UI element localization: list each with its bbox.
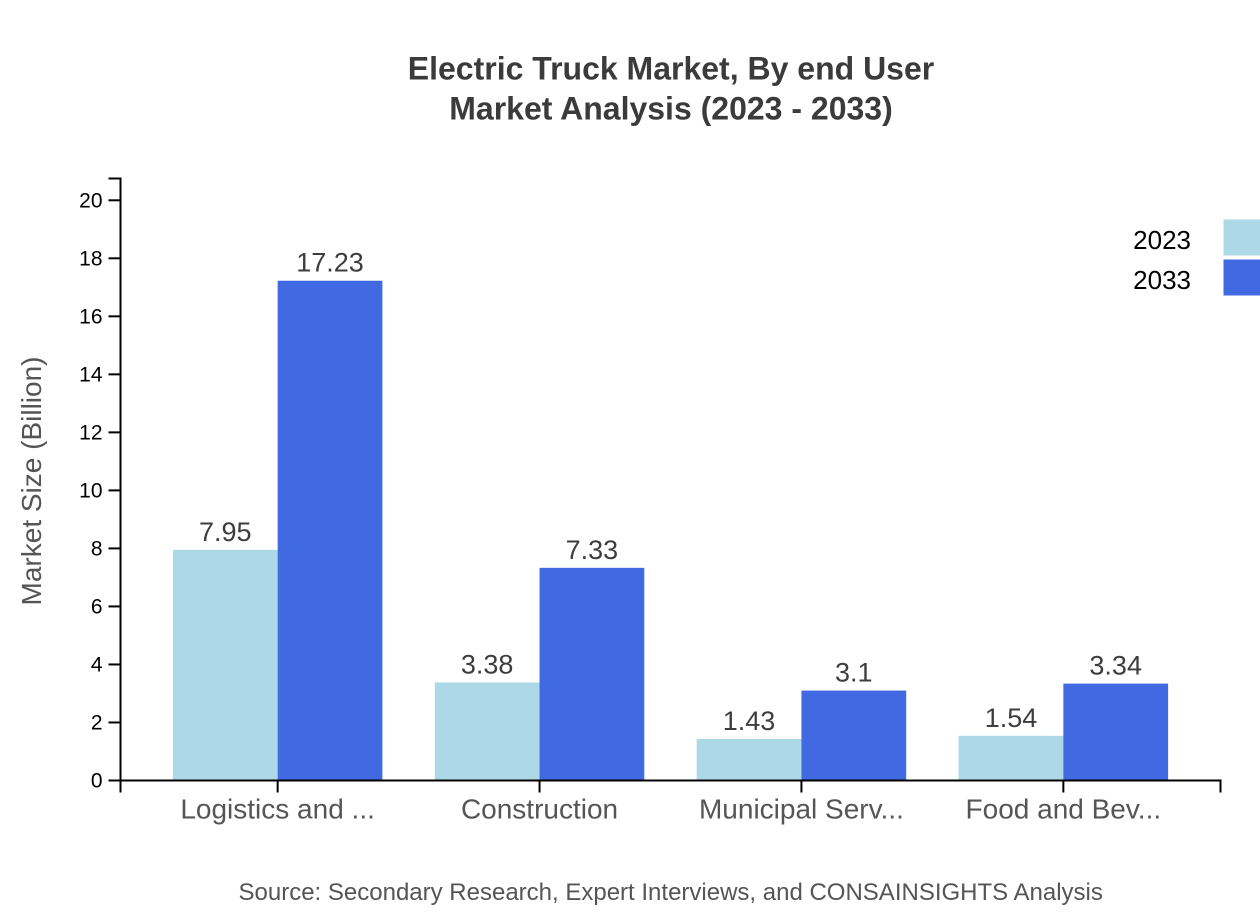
- svg-text:6: 6: [91, 595, 103, 618]
- svg-text:1.54: 1.54: [985, 703, 1038, 733]
- svg-text:2023: 2023: [1133, 225, 1191, 255]
- svg-text:18: 18: [79, 247, 102, 270]
- svg-text:Market Size (Billion): Market Size (Billion): [16, 357, 47, 606]
- svg-text:7.33: 7.33: [566, 535, 619, 565]
- svg-text:14: 14: [79, 363, 103, 386]
- svg-text:Construction: Construction: [461, 793, 618, 824]
- svg-text:Food and Bev...: Food and Bev...: [966, 793, 1162, 824]
- svg-text:12: 12: [79, 421, 102, 444]
- svg-text:2: 2: [91, 711, 103, 734]
- svg-text:3.38: 3.38: [461, 649, 514, 679]
- svg-text:17.23: 17.23: [296, 248, 364, 278]
- svg-text:4: 4: [91, 653, 103, 676]
- svg-text:3.34: 3.34: [1089, 651, 1142, 681]
- svg-text:Source: Secondary Research, Ex: Source: Secondary Research, Expert Inter…: [239, 879, 1103, 906]
- svg-text:Electric Truck Market, By end: Electric Truck Market, By end User: [408, 51, 934, 87]
- svg-text:16: 16: [79, 305, 102, 328]
- svg-text:2033: 2033: [1133, 265, 1191, 295]
- svg-text:Municipal Serv...: Municipal Serv...: [699, 793, 904, 824]
- svg-text:1.43: 1.43: [723, 706, 776, 736]
- svg-text:3.1: 3.1: [835, 658, 873, 688]
- svg-text:Logistics and ...: Logistics and ...: [180, 793, 375, 824]
- svg-text:0: 0: [91, 770, 103, 793]
- svg-text:20: 20: [79, 189, 102, 212]
- svg-text:10: 10: [79, 479, 102, 502]
- svg-text:Market Analysis (2023 - 2033): Market Analysis (2023 - 2033): [449, 91, 893, 127]
- svg-text:8: 8: [91, 537, 103, 560]
- svg-text:7.95: 7.95: [199, 517, 252, 547]
